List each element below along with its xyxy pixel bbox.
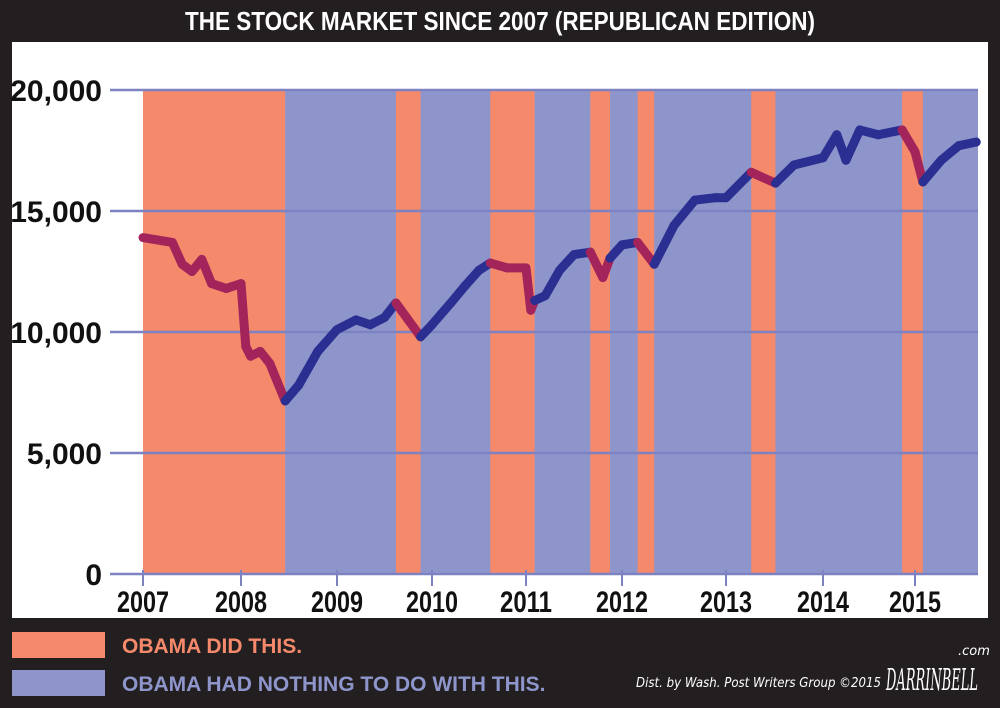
line-segment (236, 279, 251, 352)
line-segment (669, 195, 700, 231)
line-segment (313, 325, 342, 356)
y-axis: 0 5,000 10,000 15,000 20,000 (10, 75, 102, 592)
line-segment (918, 155, 946, 187)
line-segment (721, 167, 756, 203)
x-tick-label: 2010 (406, 586, 458, 619)
legend-label-not: OBAMA HAD NOTHING TO DO WITH THIS. (122, 673, 545, 696)
line-segment (138, 233, 177, 247)
line-segment (265, 358, 290, 406)
x-tick-label: 2009 (311, 586, 363, 619)
line-segment (841, 125, 865, 165)
line-segment (540, 265, 565, 301)
x-axis: 2007 2008 2009 2010 2011 2012 2013 2014 2015 (117, 570, 941, 619)
legend-swatch-did (12, 632, 105, 658)
x-tick-label: 2014 (797, 586, 849, 619)
legend-label-did: OBAMA DID THIS. (122, 635, 302, 658)
x-tick-label: 2007 (117, 586, 169, 619)
line-segment (789, 153, 828, 170)
chart-title: THE STOCK MARKET SINCE 2007 (REPUBLICAN … (185, 6, 815, 36)
x-tick-label: 2013 (700, 586, 752, 619)
y-tick-label: 0 (85, 559, 102, 592)
credit-text: Dist. by Wash. Post Writers Group ©2015 (636, 676, 881, 691)
legend-swatch-not (12, 670, 105, 696)
x-tick-label: 2011 (500, 586, 552, 619)
line-segment (294, 346, 323, 390)
line-segment (427, 298, 456, 330)
line-segment (649, 221, 679, 269)
y-tick-label: 5,000 (27, 438, 102, 471)
y-tick-label: 15,000 (10, 196, 102, 229)
line-segment (954, 137, 981, 151)
y-tick-label: 20,000 (10, 75, 102, 108)
x-tick-label: 2008 (215, 586, 267, 619)
signature-suffix: .com (958, 644, 990, 659)
x-tick-label: 2012 (596, 586, 648, 619)
y-tick-label: 10,000 (10, 317, 102, 350)
x-tick-label: 2015 (889, 586, 941, 619)
signature: DARRINBELL (886, 663, 978, 698)
series-line (138, 125, 981, 406)
gridlines (110, 88, 978, 576)
